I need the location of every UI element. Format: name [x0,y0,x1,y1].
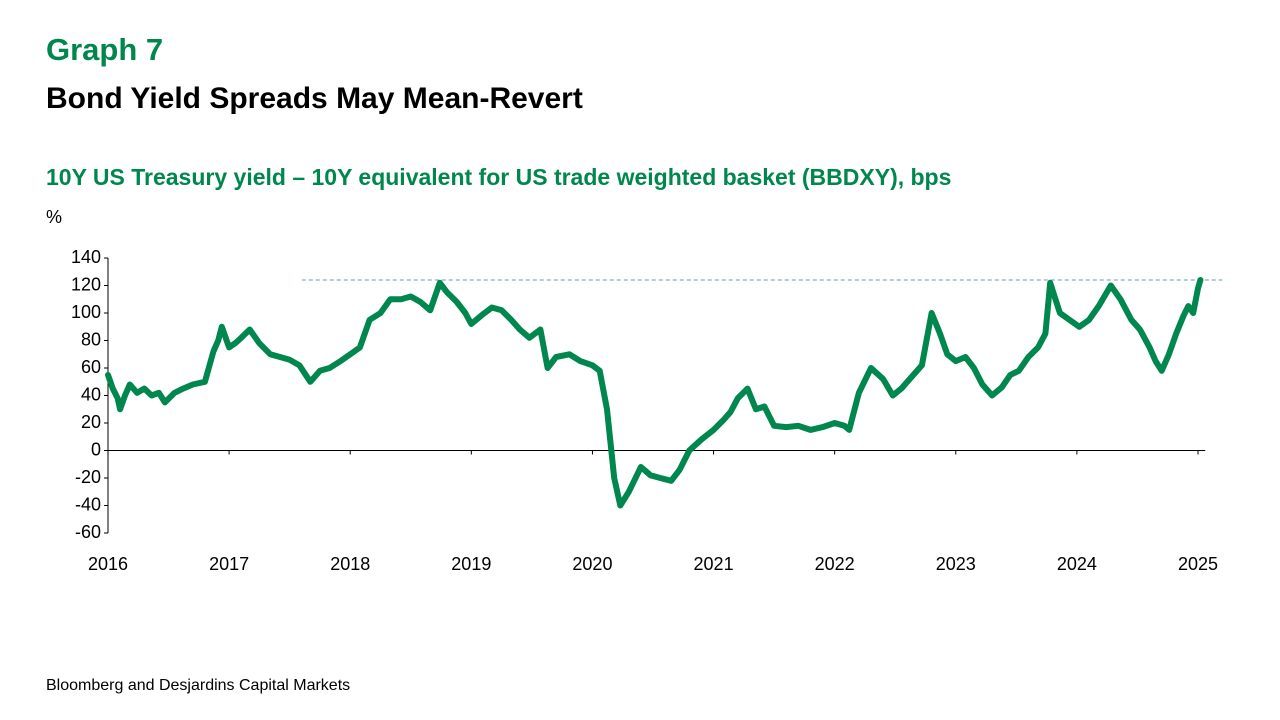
x-tick-label: 2016 [88,554,128,574]
graph-label: Graph 7 [46,32,163,67]
y-tick-label: 40 [81,384,101,404]
y-tick-label: -20 [75,467,101,487]
y-tick-label: 80 [81,329,101,349]
y-tick-label: 100 [71,302,101,322]
x-tick-label: 2024 [1057,554,1097,574]
x-tick-label: 2018 [330,554,370,574]
x-tick-label: 2022 [815,554,855,574]
y-tick-label: 140 [71,247,101,267]
y-tick-label: -60 [75,522,101,542]
y-tick-label: 60 [81,357,101,377]
y-tick-label: 0 [91,439,101,459]
y-tick-label: 20 [81,412,101,432]
y-tick-label: -40 [75,494,101,514]
x-tick-label: 2025 [1178,554,1218,574]
chart-subtitle: 10Y US Treasury yield – 10Y equivalent f… [46,164,951,190]
source: Bloomberg and Desjardins Capital Markets [46,677,350,694]
x-tick-label: 2019 [451,554,491,574]
x-tick-label: 2021 [694,554,734,574]
y-axis-label: % [46,207,62,227]
chart-title: Bond Yield Spreads May Mean-Revert [46,82,583,115]
y-tick-label: 120 [71,274,101,294]
data-line [105,277,1204,509]
x-tick-label: 2023 [936,554,976,574]
x-tick-label: 2020 [572,554,612,574]
x-tick-label: 2017 [209,554,249,574]
